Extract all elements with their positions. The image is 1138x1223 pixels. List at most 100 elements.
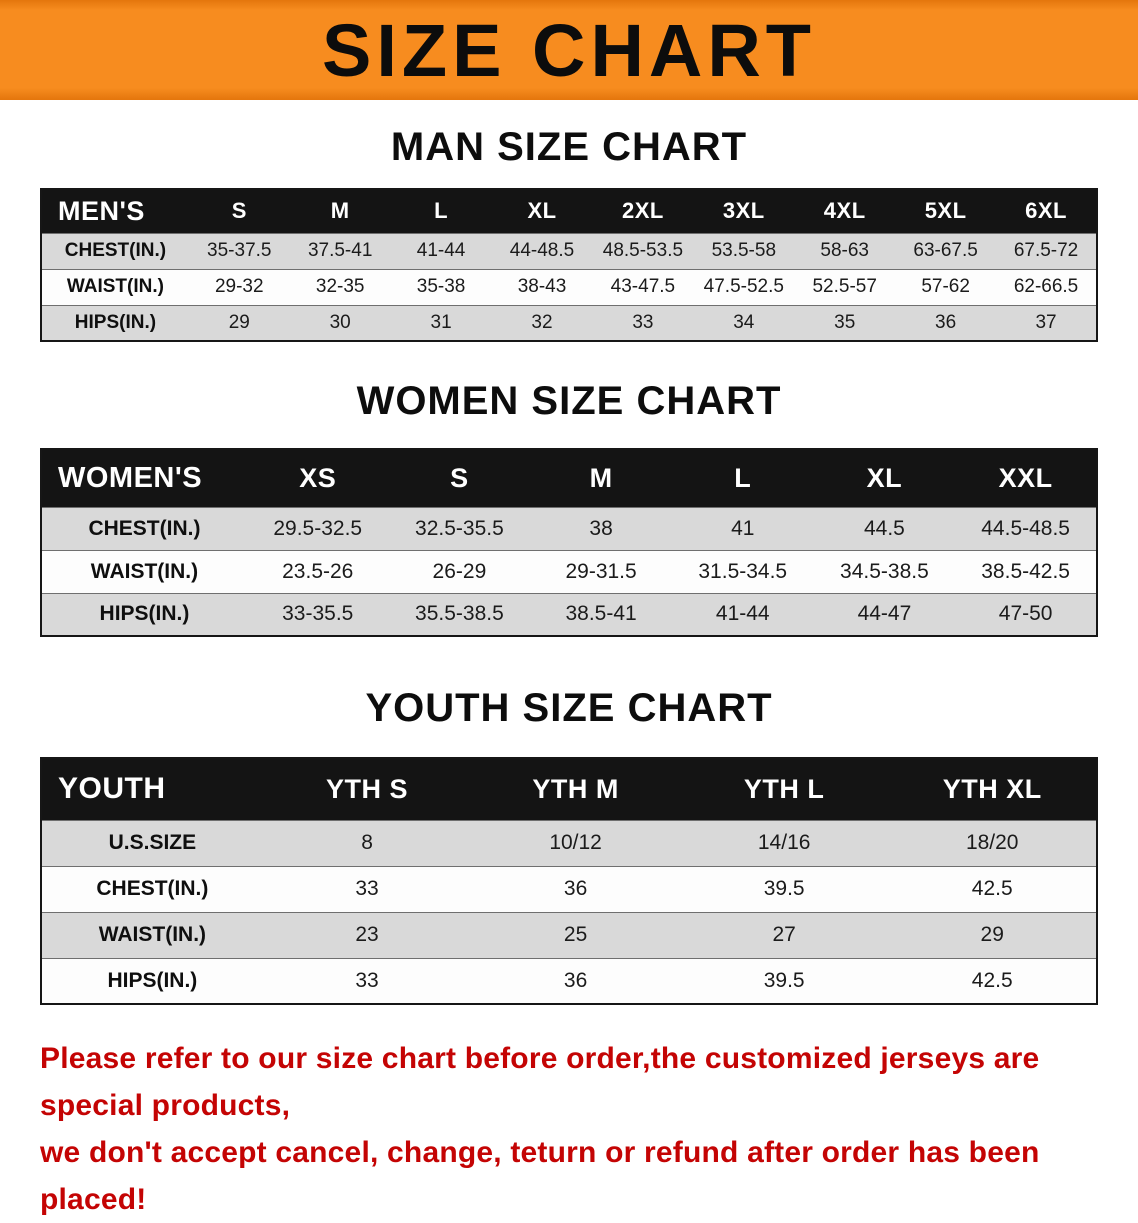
measurement-value: 36	[895, 304, 997, 341]
measurement-value: 25	[471, 911, 680, 958]
row-label: HIPS(IN.)	[41, 304, 189, 341]
measurement-value: 30	[289, 304, 391, 341]
youth-size-chart-section: YOUTH SIZE CHART YOUTH YTH S YTH M YTH L YTH…	[0, 685, 1138, 1005]
banner-title: SIZE CHART	[322, 8, 816, 92]
measurement-value: 32	[491, 304, 593, 341]
measurement-row: U.S.SIZE 8 10/12 14/16 18/20	[41, 819, 1097, 866]
measurement-value: 44.5	[813, 506, 956, 550]
size-column-header: 2XL	[592, 189, 694, 233]
row-label: CHEST(IN.)	[41, 865, 263, 912]
measurement-value: 34	[693, 304, 795, 341]
disclaimer-line-2: we don't accept cancel, change, teturn o…	[40, 1136, 1040, 1216]
size-column-header: S	[188, 189, 290, 233]
size-column-header: 3XL	[693, 189, 795, 233]
size-column-header: YTH M	[471, 758, 680, 820]
youth-chart-heading: YOUTH SIZE CHART	[365, 686, 773, 730]
measurement-value: 37	[996, 304, 1097, 341]
size-chart-banner: SIZE CHART	[0, 0, 1138, 100]
row-label: WAIST(IN.)	[41, 911, 263, 958]
measurement-value: 33	[262, 865, 472, 912]
measurement-value: 26-29	[388, 549, 531, 593]
measurement-value: 33-35.5	[246, 592, 389, 636]
measurement-value: 8	[262, 819, 472, 866]
measurement-row: CHEST(IN.) 35-37.5 37.5-41 41-44 44-48.5 48.5…	[41, 232, 1097, 269]
size-column-header: 6XL	[996, 189, 1097, 233]
table-corner-label: WOMEN'S	[41, 449, 247, 507]
measurement-row: WAIST(IN.) 23.5-26 26-29 29-31.5 31.5-34.5 34…	[41, 549, 1097, 593]
measurement-value: 29	[888, 911, 1097, 958]
measurement-value: 38.5-42.5	[955, 549, 1097, 593]
table-header-row: YOUTH YTH S YTH M YTH L YTH XL	[41, 758, 1097, 820]
measurement-value: 39.5	[679, 957, 889, 1004]
row-label: U.S.SIZE	[41, 819, 263, 866]
measurement-value: 32-35	[289, 268, 391, 305]
table-header-row: WOMEN'S XS S M L XL XXL	[41, 449, 1097, 507]
size-column-header: 5XL	[895, 189, 997, 233]
measurement-value: 33	[592, 304, 694, 341]
size-column-header: YTH L	[679, 758, 889, 820]
measurement-value: 32.5-35.5	[388, 506, 531, 550]
measurement-row: CHEST(IN.) 29.5-32.5 32.5-35.5 38 41 44.5 44.5…	[41, 506, 1097, 550]
measurement-value: 38-43	[491, 268, 593, 305]
size-column-header: XXL	[955, 449, 1097, 507]
measurement-value: 41-44	[390, 232, 492, 269]
table-corner-label: YOUTH	[41, 758, 263, 820]
measurement-value: 35	[794, 304, 896, 341]
measurement-value: 35.5-38.5	[388, 592, 531, 636]
row-label: HIPS(IN.)	[41, 957, 263, 1004]
measurement-value: 63-67.5	[895, 232, 997, 269]
measurement-row: CHEST(IN.) 33 36 39.5 42.5	[41, 865, 1097, 912]
measurement-value: 27	[679, 911, 889, 958]
measurement-row: WAIST(IN.) 23 25 27 29	[41, 911, 1097, 958]
measurement-value: 29.5-32.5	[246, 506, 389, 550]
measurement-value: 35-38	[390, 268, 492, 305]
row-label: WAIST(IN.)	[41, 549, 247, 593]
women-size-table: WOMEN'S XS S M L XL XXL CHEST(IN.) 29.5-32.5 32.5…	[40, 448, 1098, 637]
measurement-value: 29-32	[188, 268, 290, 305]
measurement-value: 42.5	[888, 865, 1097, 912]
measurement-value: 23	[262, 911, 472, 958]
size-column-header: L	[390, 189, 492, 233]
size-column-header: S	[388, 449, 531, 507]
man-chart-heading: MAN SIZE CHART	[390, 125, 748, 169]
row-label: CHEST(IN.)	[41, 506, 247, 550]
measurement-value: 36	[471, 957, 680, 1004]
measurement-value: 42.5	[888, 957, 1097, 1004]
measurement-value: 57-62	[895, 268, 997, 305]
women-size-chart-section: WOMEN SIZE CHART WOMEN'S XS S M L XL XXL CHEST(…	[0, 378, 1138, 637]
measurement-value: 36	[471, 865, 680, 912]
measurement-value: 29	[188, 304, 290, 341]
measurement-value: 44-47	[813, 592, 956, 636]
measurement-value: 35-37.5	[188, 232, 290, 269]
size-column-header: XL	[813, 449, 956, 507]
size-charts: MAN SIZE CHART MEN'S S M L XL 2XL 3XL 4XL 5XL 6XL…	[0, 124, 1138, 1005]
measurement-value: 29-31.5	[530, 549, 672, 593]
table-header-row: MEN'S S M L XL 2XL 3XL 4XL 5XL 6XL	[41, 189, 1097, 233]
row-label: WAIST(IN.)	[41, 268, 189, 305]
measurement-value: 53.5-58	[693, 232, 795, 269]
table-corner-label: MEN'S	[41, 189, 189, 233]
measurement-value: 44.5-48.5	[955, 506, 1097, 550]
measurement-value: 62-66.5	[996, 268, 1097, 305]
size-column-header: XS	[246, 449, 389, 507]
measurement-row: HIPS(IN.) 33-35.5 35.5-38.5 38.5-41 41-44 44-…	[41, 592, 1097, 636]
row-label: CHEST(IN.)	[41, 232, 189, 269]
measurement-row: HIPS(IN.) 29 30 31 32 33 34 35 36 37	[41, 304, 1097, 341]
measurement-row: HIPS(IN.) 33 36 39.5 42.5	[41, 957, 1097, 1004]
measurement-value: 48.5-53.5	[592, 232, 694, 269]
measurement-value: 31.5-34.5	[671, 549, 814, 593]
measurement-value: 10/12	[471, 819, 680, 866]
measurement-value: 47-50	[955, 592, 1097, 636]
measurement-value: 58-63	[794, 232, 896, 269]
measurement-value: 47.5-52.5	[693, 268, 795, 305]
measurement-value: 43-47.5	[592, 268, 694, 305]
measurement-value: 31	[390, 304, 492, 341]
measurement-value: 37.5-41	[289, 232, 391, 269]
measurement-value: 67.5-72	[996, 232, 1097, 269]
measurement-value: 52.5-57	[794, 268, 896, 305]
man-size-table: MEN'S S M L XL 2XL 3XL 4XL 5XL 6XL CHEST(IN.) 35-37…	[40, 188, 1098, 342]
size-column-header: 4XL	[794, 189, 896, 233]
youth-size-table: YOUTH YTH S YTH M YTH L YTH XL U.S.SIZE 8 10/12…	[40, 757, 1098, 1005]
size-column-header: M	[530, 449, 672, 507]
disclaimer-line-1: Please refer to our size chart before or…	[40, 1042, 1040, 1122]
